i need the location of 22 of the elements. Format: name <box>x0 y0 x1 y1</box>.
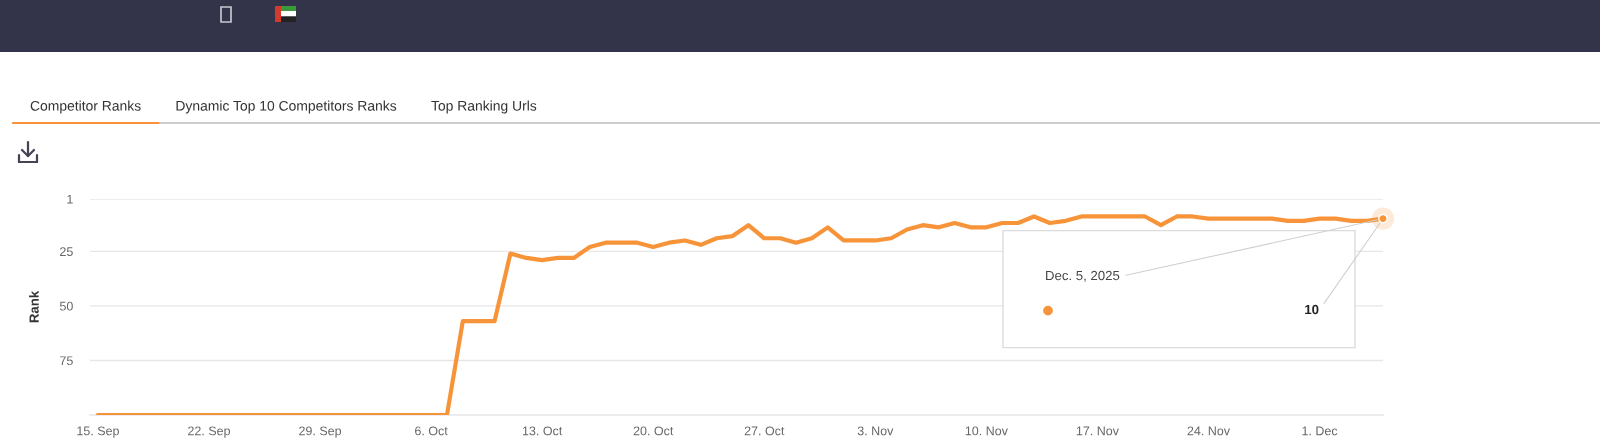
y-tick-label: 1 <box>67 194 73 204</box>
x-tick-label: 24. Nov <box>1187 426 1230 436</box>
x-tick-label: 20. Oct <box>633 426 674 436</box>
x-tick-label: 17. Nov <box>1076 426 1119 436</box>
x-tick-label: 15. Sep <box>77 426 119 438</box>
annotation: 10 <box>1305 304 1319 315</box>
x-tick-label: 29. Sep <box>299 426 342 438</box>
x-tick-label: 6. Oct <box>415 426 448 436</box>
y-axis-title: Rank <box>29 290 39 323</box>
text: Dynamic Top 10 Competitors Ranks <box>176 100 397 114</box>
y-tick-label: 75 <box>60 356 73 366</box>
x-tick-label: 10. Nov <box>965 426 1008 436</box>
x-tick-label: 13. Oct <box>522 426 563 436</box>
y-tick-label: 50 <box>59 301 73 311</box>
x-tick-label: 27. Oct <box>744 426 785 436</box>
text: Top Ranking Urls <box>431 100 537 114</box>
x-tick-label: 1. Dec <box>1302 426 1338 436</box>
x-tick-label: 3. Nov <box>857 426 894 436</box>
y-tick-label: 25 <box>60 247 73 257</box>
x-tick-label: 22. Sep <box>188 426 231 438</box>
annotation: Dec. 5, 2025 <box>1046 270 1120 282</box>
chart-title: Competitor Ranks <box>30 100 141 114</box>
